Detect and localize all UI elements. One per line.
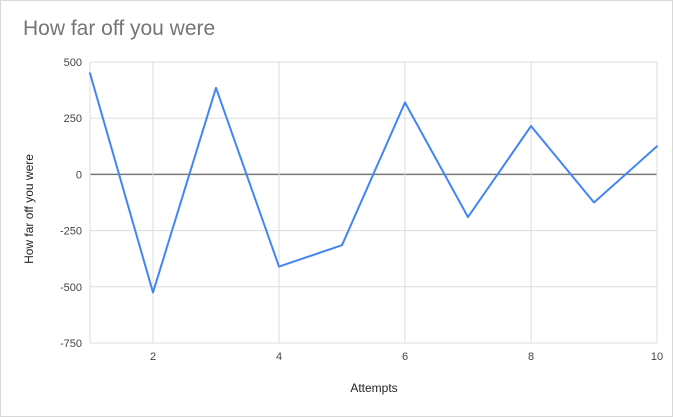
data-point	[278, 266, 280, 268]
data-point	[215, 87, 217, 89]
y-tick-label: 0	[76, 169, 82, 181]
chart-title: How far off you were	[23, 17, 216, 40]
data-point	[341, 244, 343, 246]
data-point	[593, 202, 595, 204]
x-tick-label: 6	[402, 351, 408, 363]
x-tick-labels: 2 4 6 8 10	[150, 351, 663, 363]
x-tick-label: 2	[150, 351, 156, 363]
y-tick-label: 250	[64, 113, 82, 125]
series-lines	[89, 72, 658, 294]
data-point	[656, 145, 658, 147]
y-tick-label: -500	[60, 282, 82, 294]
gridlines	[89, 61, 658, 344]
y-tick-label: -250	[60, 226, 82, 238]
data-point	[530, 125, 532, 127]
data-point	[152, 291, 154, 293]
y-tick-label: 500	[64, 57, 82, 69]
data-point	[404, 101, 406, 103]
x-tick-label: 8	[528, 351, 534, 363]
data-point	[467, 216, 469, 218]
series-points	[89, 72, 658, 293]
y-tick-labels: 500 250 0 -250 -500 -750	[60, 57, 82, 350]
x-tick-label: 10	[651, 351, 663, 363]
x-axis-label: Attempts	[350, 381, 398, 395]
x-tick-label: 4	[276, 351, 282, 363]
data-point	[89, 72, 91, 74]
y-tick-label: -750	[60, 338, 82, 350]
series-line	[89, 72, 658, 294]
